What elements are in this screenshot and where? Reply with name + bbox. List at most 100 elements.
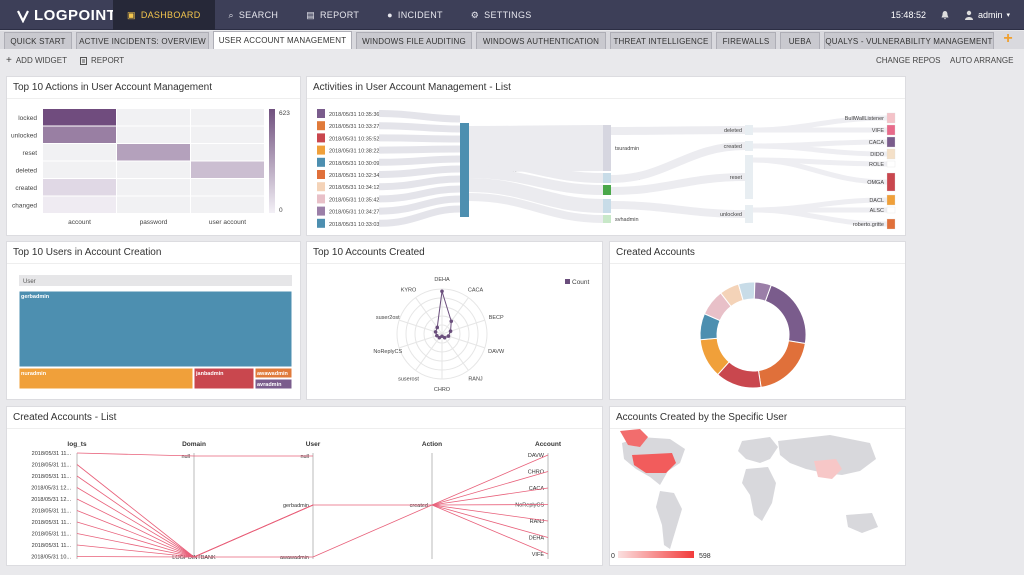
flow-link bbox=[610, 126, 746, 135]
treemap-cell[interactable] bbox=[18, 367, 194, 390]
donut-slice[interactable] bbox=[757, 340, 806, 388]
date-node[interactable] bbox=[317, 182, 325, 192]
radar-point[interactable] bbox=[440, 289, 444, 294]
user-node[interactable] bbox=[603, 199, 611, 213]
treemap-label: janbadmin bbox=[195, 371, 224, 377]
greenland-region[interactable] bbox=[620, 429, 648, 447]
nav-report[interactable]: ▤ REPORT bbox=[306, 9, 360, 21]
action-node[interactable] bbox=[745, 125, 753, 135]
add-widget-button[interactable]: + ADD WIDGET bbox=[6, 54, 67, 66]
account-node[interactable] bbox=[886, 206, 896, 214]
tab-windows-file-auditing[interactable]: WINDOWS FILE AUDITING bbox=[356, 32, 472, 49]
user-node[interactable] bbox=[603, 125, 611, 171]
radar-point[interactable] bbox=[440, 334, 444, 339]
data-line bbox=[76, 475, 195, 558]
heatmap-cell[interactable] bbox=[191, 179, 264, 196]
add-tab-button[interactable]: + bbox=[1003, 30, 1013, 47]
radar-point[interactable] bbox=[435, 333, 439, 338]
data-line bbox=[431, 504, 549, 555]
heatmap-cell[interactable] bbox=[117, 109, 190, 126]
date-node[interactable] bbox=[317, 206, 325, 216]
domain-label: null bbox=[181, 454, 190, 460]
bell-icon[interactable] bbox=[940, 10, 950, 20]
nav-settings[interactable]: ⚙ SETTINGS bbox=[470, 9, 532, 21]
nav-incident[interactable]: ● INCIDENT bbox=[387, 10, 443, 20]
heatmap-cell[interactable] bbox=[43, 144, 116, 161]
flow-link bbox=[468, 168, 604, 195]
tab-windows-authentication[interactable]: WINDOWS AUTHENTICATION bbox=[476, 32, 606, 49]
heatmap-cell[interactable] bbox=[117, 196, 190, 214]
date-node[interactable] bbox=[317, 218, 325, 228]
heatmap-cell[interactable] bbox=[117, 126, 190, 144]
account-node[interactable] bbox=[886, 194, 896, 206]
tab-user-account-management[interactable]: USER ACCOUNT MANAGEMENT bbox=[213, 31, 352, 49]
heatmap-cell[interactable] bbox=[191, 161, 264, 179]
action-node[interactable] bbox=[745, 155, 753, 199]
heatmap-cell[interactable] bbox=[191, 196, 264, 214]
account-node[interactable] bbox=[886, 112, 896, 124]
user-node[interactable] bbox=[603, 215, 611, 223]
account-node[interactable] bbox=[886, 172, 896, 192]
heatmap-cell[interactable] bbox=[43, 196, 116, 214]
date-node[interactable] bbox=[317, 145, 325, 155]
radar-point[interactable] bbox=[448, 329, 453, 334]
heatmap-cell[interactable] bbox=[191, 144, 264, 161]
heatmap-cell[interactable] bbox=[117, 179, 190, 196]
account-label: DIDO bbox=[870, 152, 884, 158]
heatmap-cell[interactable] bbox=[43, 126, 116, 144]
nav-search[interactable]: ⌕ SEARCH bbox=[228, 9, 279, 21]
account-node[interactable] bbox=[886, 218, 896, 230]
heatmap-cell[interactable] bbox=[43, 161, 116, 179]
date-node[interactable] bbox=[317, 157, 325, 167]
report-button[interactable]: REPORT bbox=[80, 56, 124, 65]
heatmap-cell[interactable] bbox=[191, 126, 264, 144]
heatmap-cell[interactable] bbox=[43, 179, 116, 196]
heatmap-cell[interactable] bbox=[117, 144, 190, 161]
flow-link bbox=[378, 165, 461, 178]
date-node[interactable] bbox=[317, 109, 325, 118]
tab-active-incidents[interactable]: ACTIVE INCIDENTS: OVERVIEW bbox=[76, 32, 209, 49]
united-states-region[interactable] bbox=[632, 453, 676, 473]
flow-link bbox=[378, 185, 461, 203]
treemap-cell[interactable] bbox=[254, 367, 293, 379]
date-node[interactable] bbox=[317, 133, 325, 143]
china-region[interactable] bbox=[814, 459, 842, 479]
account-node[interactable] bbox=[886, 124, 896, 136]
heatmap-cell[interactable] bbox=[191, 109, 264, 126]
tab-ueba[interactable]: UEBA bbox=[780, 32, 820, 49]
radar-point[interactable] bbox=[433, 330, 438, 334]
source-node[interactable] bbox=[460, 123, 469, 217]
radar-point[interactable] bbox=[449, 319, 454, 324]
date-node[interactable] bbox=[317, 194, 325, 204]
radar-point[interactable] bbox=[446, 334, 451, 338]
date-node[interactable] bbox=[317, 121, 325, 131]
tab-threat-intelligence[interactable]: THREAT INTELLIGENCE bbox=[610, 32, 712, 49]
tab-quick-start[interactable]: QUICK START bbox=[4, 32, 72, 49]
treemap-cell[interactable] bbox=[254, 378, 293, 390]
account-node[interactable] bbox=[886, 148, 896, 160]
axis-header: User bbox=[306, 441, 321, 448]
heatmap-cell[interactable] bbox=[117, 161, 190, 179]
radar-point[interactable] bbox=[435, 325, 440, 330]
tab-firewalls[interactable]: FIREWALLS bbox=[716, 32, 776, 49]
account-node[interactable] bbox=[886, 160, 896, 168]
radar-point[interactable] bbox=[442, 335, 447, 340]
auto-arrange-button[interactable]: AUTO ARRANGE bbox=[950, 56, 1014, 65]
nav-dashboard[interactable]: ▣ DASHBOARD bbox=[113, 0, 215, 30]
treemap-cell[interactable] bbox=[193, 367, 255, 390]
heatmap-cell[interactable] bbox=[43, 109, 116, 126]
user-node[interactable] bbox=[603, 185, 611, 195]
donut-slice[interactable] bbox=[764, 284, 807, 345]
date-node[interactable] bbox=[317, 170, 325, 179]
logpoint-logo[interactable]: LOGPOINT bbox=[16, 7, 116, 24]
radar-point[interactable] bbox=[437, 335, 442, 340]
action-node[interactable] bbox=[745, 205, 753, 223]
treemap-cell[interactable] bbox=[18, 290, 293, 368]
donut-slice[interactable] bbox=[753, 281, 772, 302]
change-repos-button[interactable]: CHANGE REPOS bbox=[876, 56, 941, 65]
account-node[interactable] bbox=[886, 136, 896, 148]
user-menu[interactable]: admin ▾ bbox=[964, 10, 1010, 20]
tab-qualys[interactable]: QUALYS - VULNERABILITY MANAGEMENT bbox=[824, 32, 994, 49]
user-node[interactable] bbox=[603, 173, 611, 183]
action-node[interactable] bbox=[745, 141, 753, 151]
